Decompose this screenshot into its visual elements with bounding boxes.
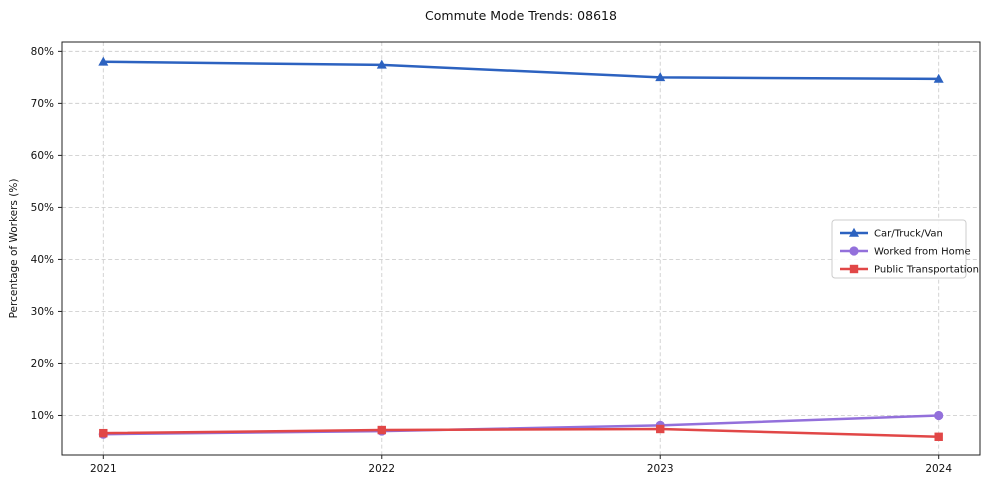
y-tick-label: 50% — [31, 202, 54, 214]
y-tick-label: 30% — [31, 306, 54, 318]
legend-marker-car-truck-van — [849, 227, 859, 237]
y-axis-label: Percentage of Workers (%) — [8, 178, 20, 319]
legend-marker-public-transportation — [849, 264, 859, 274]
legend-marker-worked-from-home — [849, 246, 859, 256]
plot-frame — [61, 41, 981, 456]
y-tick-label: 10% — [31, 410, 54, 422]
series-marker-worked-from-home — [934, 410, 944, 421]
y-tick-label: 70% — [31, 98, 54, 110]
x-tick-label: 2023 — [647, 463, 674, 475]
legend-label-car-truck-van: Car/Truck/Van — [874, 229, 943, 240]
series-marker-public-transportation — [377, 425, 386, 435]
y-tick-label: 60% — [31, 150, 54, 162]
x-tick-label: 2022 — [368, 463, 395, 475]
series-marker-car-truck-van — [933, 73, 944, 83]
series-line-public-transportation — [102, 427, 940, 439]
series-marker-car-truck-van — [655, 72, 666, 82]
x-tick-label: 2024 — [925, 463, 952, 475]
y-tick-label: 40% — [31, 254, 54, 266]
chart-title: Commute Mode Trends: 08618 — [425, 8, 617, 23]
series-line-car-truck-van — [102, 60, 940, 81]
series-marker-car-truck-van — [376, 59, 387, 69]
legend-box — [831, 219, 967, 279]
series-marker-public-transportation — [99, 428, 108, 438]
legend-label-worked-from-home: Worked from Home — [874, 247, 971, 258]
series-marker-public-transportation — [656, 424, 665, 434]
series-marker-public-transportation — [934, 432, 943, 441]
y-tick-label: 20% — [31, 358, 54, 370]
legend-label-public-transportation: Public Transportation — [874, 265, 979, 276]
y-tick-label: 80% — [31, 46, 54, 58]
x-tick-label: 2021 — [90, 463, 117, 475]
series-marker-car-truck-van — [98, 56, 109, 66]
